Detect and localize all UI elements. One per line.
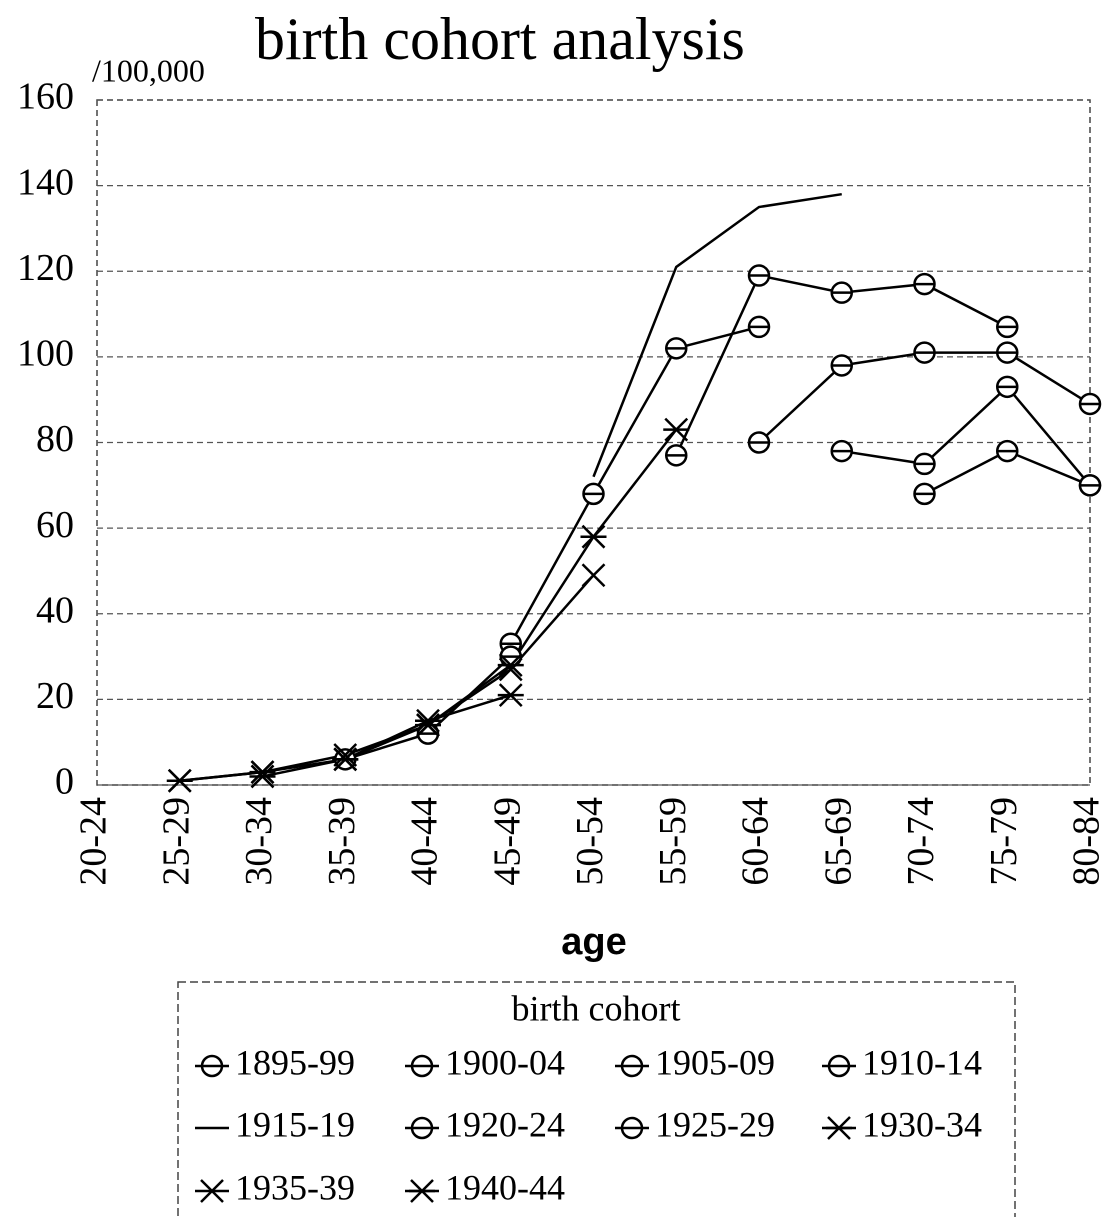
x-tick-label: 55-59 (652, 797, 694, 886)
marker (747, 431, 771, 454)
x-tick-label: 45-49 (486, 797, 528, 886)
legend-label: 1940-44 (445, 1167, 565, 1207)
marker (1078, 474, 1102, 497)
marker (665, 444, 688, 467)
marker (830, 281, 853, 304)
x-tick-label: 60-64 (735, 797, 777, 886)
marker-stroke (200, 1179, 224, 1203)
y-tick-label: 160 (17, 76, 74, 118)
marker (581, 563, 606, 588)
marker (582, 482, 605, 506)
marker-stroke (581, 563, 606, 588)
x-tick-label: 80-84 (1066, 797, 1108, 886)
legend-label: 1935-39 (235, 1167, 355, 1207)
legend-label: 1905-09 (655, 1042, 775, 1082)
series-line (262, 428, 678, 778)
marker (333, 743, 358, 767)
marker (200, 1054, 224, 1078)
marker (620, 1054, 644, 1078)
y-tick-label: 140 (17, 161, 74, 203)
marker (249, 764, 276, 789)
marker (826, 1116, 852, 1140)
marker (498, 657, 523, 682)
x-tick-label: 20-24 (73, 797, 115, 886)
series-line (841, 385, 1091, 487)
x-tick-label: 75-79 (983, 797, 1025, 886)
legend-box (177, 981, 1016, 1217)
y-tick-label: 40 (36, 589, 74, 631)
x-tick-label: 50-54 (569, 797, 611, 886)
marker (249, 760, 276, 785)
legend-label: 1930-34 (862, 1104, 982, 1144)
marker (580, 524, 607, 549)
y-tick-label: 120 (17, 247, 74, 289)
marker (913, 452, 936, 476)
legend-label: 1900-04 (445, 1042, 565, 1082)
marker (409, 1179, 435, 1203)
marker (747, 264, 771, 287)
marker (332, 747, 359, 772)
marker-stroke (333, 743, 358, 767)
marker (416, 713, 440, 737)
y-tick-label: 20 (36, 675, 74, 717)
marker (996, 315, 1019, 339)
y-tick-label: 80 (36, 418, 74, 460)
series-line (592, 192, 842, 478)
marker (996, 439, 1019, 463)
x-tick-label: 30-34 (238, 797, 280, 886)
legend-label: 1915-19 (235, 1104, 355, 1144)
marker (620, 1116, 644, 1140)
marker (200, 1179, 224, 1203)
legend-label: 1910-14 (862, 1042, 982, 1082)
marker (410, 1116, 434, 1140)
marker (497, 683, 524, 707)
legend-label: 1920-24 (445, 1104, 565, 1144)
y-tick-label: 100 (17, 333, 74, 375)
marker (166, 768, 193, 793)
chart-title: birth cohort analysis (255, 6, 745, 72)
legend-label: 1925-29 (655, 1104, 775, 1144)
marker (497, 653, 524, 678)
y-tick-label: 0 (55, 761, 74, 803)
marker (996, 341, 1019, 364)
marker (913, 482, 936, 506)
legend-title: birth cohort (512, 988, 681, 1028)
x-tick-label: 25-29 (155, 797, 197, 886)
x-tick-label: 40-44 (404, 797, 446, 886)
marker (827, 1054, 851, 1078)
marker (830, 354, 853, 377)
x-tick-label: 65-69 (817, 797, 859, 886)
x-axis-label: age (561, 921, 626, 963)
marker (913, 341, 936, 364)
marker (665, 337, 688, 360)
series-line (758, 351, 1091, 444)
marker (415, 708, 441, 733)
marker (830, 439, 853, 463)
x-tick-label: 70-74 (900, 797, 942, 886)
legend-label: 1895-99 (235, 1042, 355, 1082)
marker (663, 417, 690, 442)
marker (1078, 392, 1102, 416)
marker (747, 315, 771, 339)
series-line (509, 325, 760, 645)
marker-stroke (498, 657, 523, 682)
marker (410, 1054, 434, 1078)
marker (996, 375, 1019, 399)
y-tick-label: 60 (36, 504, 74, 546)
y-unit: /100,000 (92, 52, 205, 88)
marker (913, 272, 936, 296)
marker-stroke (416, 713, 440, 737)
x-tick-label: 35-39 (321, 797, 363, 886)
